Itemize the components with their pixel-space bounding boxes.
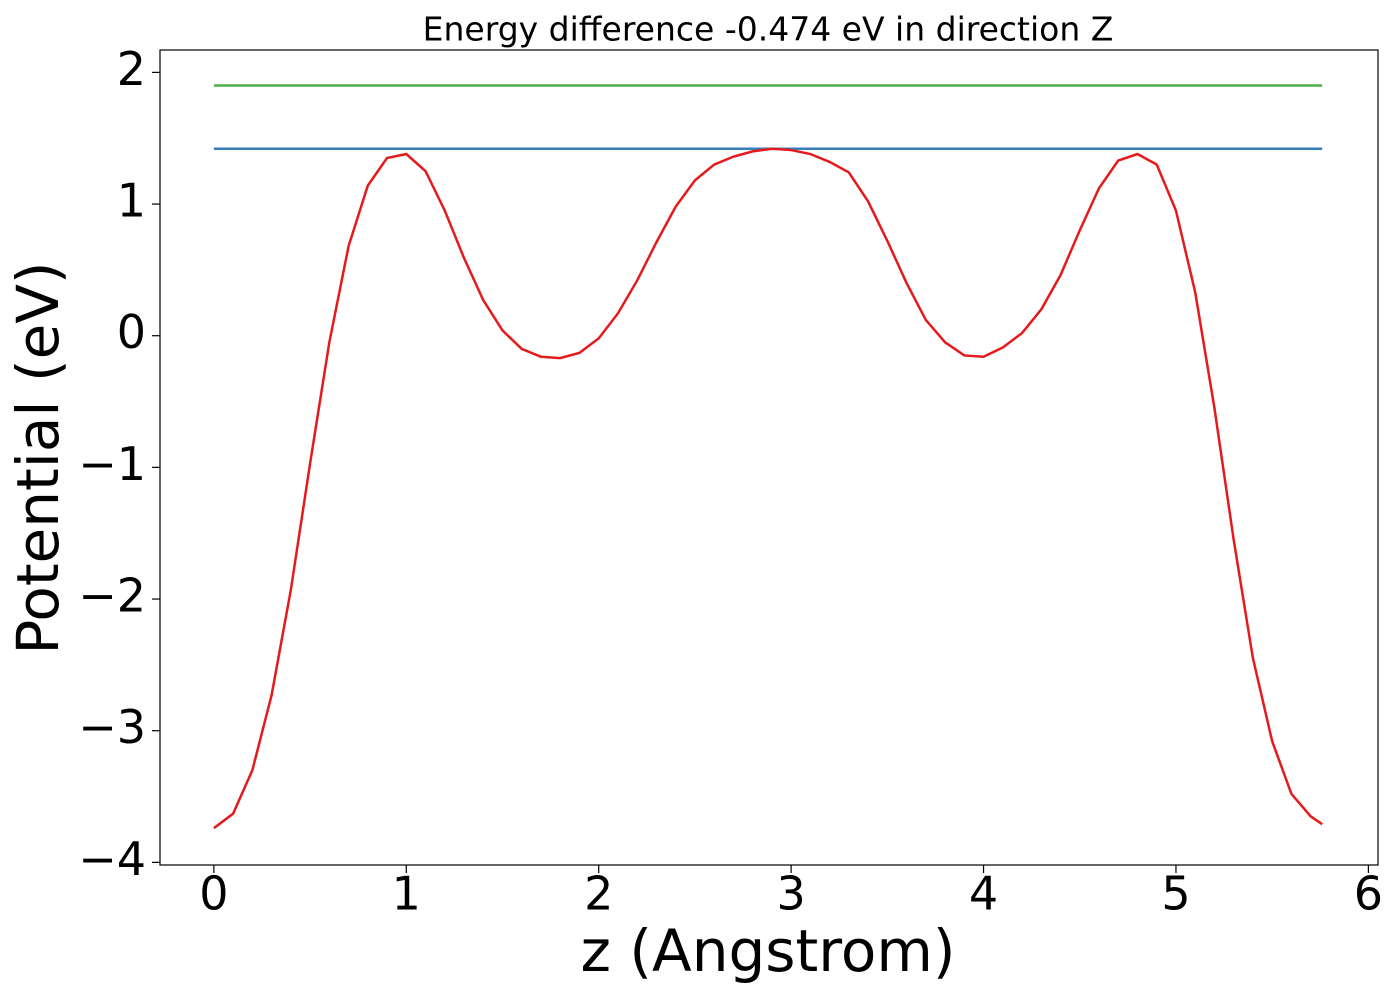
y-axis-label: Potential (eV) (4, 261, 72, 654)
y-tick-label: −2 (78, 569, 146, 623)
y-tick-label: −1 (78, 437, 146, 491)
y-tick-label: −3 (78, 700, 146, 754)
chart-title: Energy difference -0.474 eV in direction… (423, 10, 1114, 49)
y-tick-label: 1 (117, 174, 146, 228)
y-tick-label: 2 (117, 42, 146, 96)
x-tick-label: 1 (392, 867, 421, 921)
x-tick-label: 5 (1161, 867, 1190, 921)
y-tick-label: −4 (78, 832, 146, 886)
x-tick-label: 4 (969, 867, 998, 921)
x-tick-label: 2 (584, 867, 613, 921)
line-series (213, 147, 1323, 830)
plot-frame (159, 49, 1379, 866)
x-tick-label: 6 (1354, 867, 1383, 921)
x-tick-label: 0 (199, 867, 228, 921)
x-tick-label: 3 (776, 867, 805, 921)
x-axis-label: z (Angstrom) (581, 917, 956, 985)
y-tick-label: 0 (117, 305, 146, 359)
